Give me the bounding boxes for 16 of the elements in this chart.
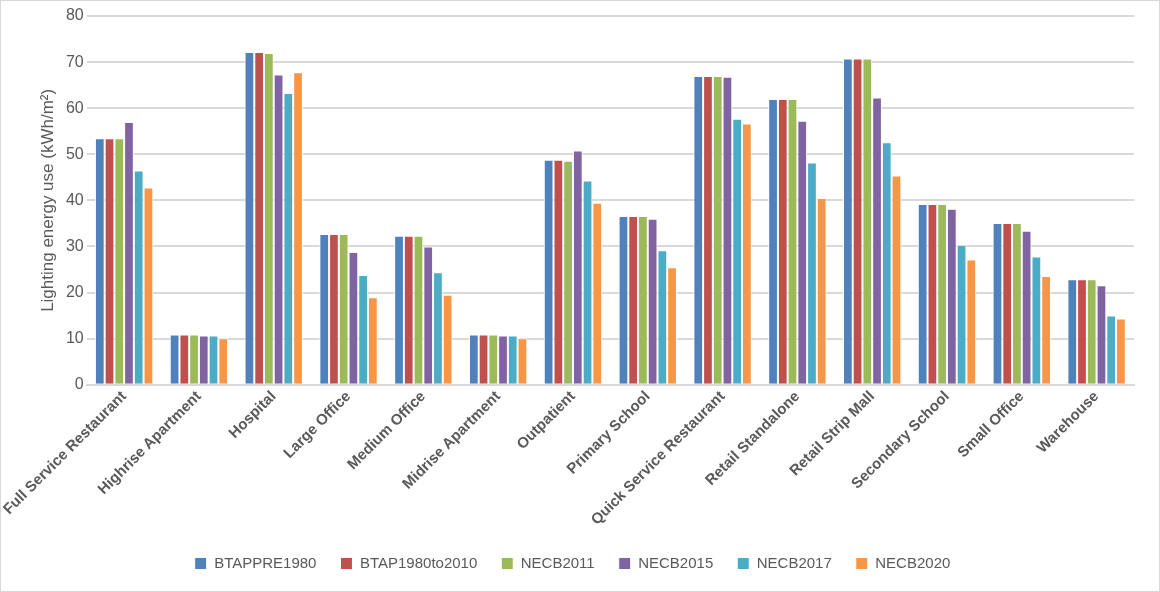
legend-label: NECB2011 bbox=[520, 553, 595, 571]
y-tick-label: 30 bbox=[65, 236, 84, 254]
y-tick-label: 10 bbox=[65, 329, 84, 347]
legend-label: NECB2020 bbox=[875, 553, 951, 571]
y-tick-label: 20 bbox=[65, 282, 84, 300]
legend-label: NECB2015 bbox=[638, 553, 714, 571]
y-tick-label: 50 bbox=[65, 144, 84, 162]
legend-label: NECB2017 bbox=[756, 553, 832, 571]
y-tick-label: 70 bbox=[65, 52, 84, 70]
y-tick-label: 0 bbox=[74, 375, 84, 393]
y-tick-label: 80 bbox=[65, 6, 84, 24]
legend-label: BTAPPRE1980 bbox=[214, 553, 317, 571]
y-tick-label: 60 bbox=[65, 98, 84, 116]
legend-label: BTAP1980to2010 bbox=[359, 553, 478, 571]
y-tick-label: 40 bbox=[65, 190, 84, 208]
y-axis-title: Lighting energy use (kWh/m²) bbox=[38, 88, 58, 312]
